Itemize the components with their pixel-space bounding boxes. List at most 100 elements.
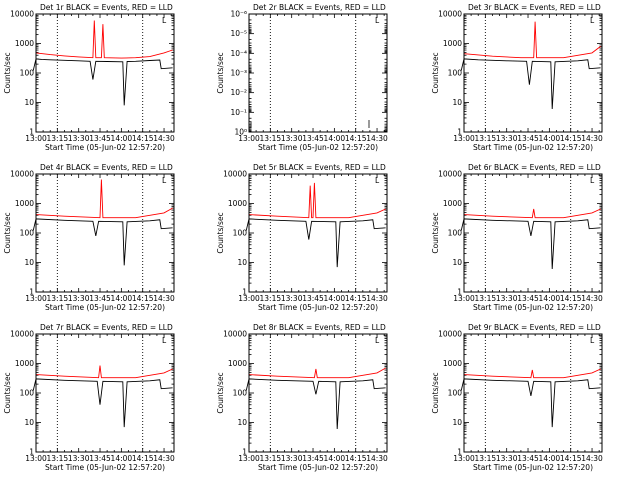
chart-title: Det 6r BLACK = Events, RED = LLD <box>468 163 601 172</box>
y-tick-label: 10⁰ <box>234 128 247 137</box>
x-tick-label: 13:00 <box>453 134 475 143</box>
x-axis-label: Start Time (05-Jun-02 12:57:20) <box>258 143 378 152</box>
x-tick-label: 13:30 <box>68 134 90 143</box>
y-tick-label: 100 <box>448 389 463 398</box>
x-tick-label: 14:30 <box>366 454 388 463</box>
y-tick-label: 10000 <box>438 330 462 339</box>
x-axis-label: Start Time (05-Jun-02 12:57:20) <box>258 463 378 472</box>
lld-series-line <box>248 367 386 379</box>
chart-title: Det 7r BLACK = Events, RED = LLD <box>40 323 173 332</box>
y-tick-label: 10⁻⁵ <box>230 29 247 38</box>
x-tick-label: 14:00 <box>324 294 346 303</box>
plot-frame <box>35 13 175 133</box>
x-tick-label: 13:15 <box>260 294 282 303</box>
x-tick-label: 14:30 <box>581 454 603 463</box>
y-tick-label: 10000 <box>223 170 247 179</box>
chart-panel-5: Det 5r BLACK = Events, RED = LLD Counts/s… <box>216 163 388 312</box>
x-tick-label: 13:00 <box>25 294 47 303</box>
x-tick-label: 14:15 <box>132 454 154 463</box>
legend-marker: L <box>375 16 380 25</box>
y-tick-label: 10 <box>452 258 462 267</box>
x-tick-label: 13:45 <box>89 134 111 143</box>
events-series-line <box>245 378 386 430</box>
y-tick-label: 10⁻³ <box>230 69 247 78</box>
y-tick-label: 10000 <box>438 10 462 19</box>
y-tick-label: 1 <box>457 288 462 297</box>
x-tick-label: 13:30 <box>496 294 518 303</box>
chart-title: Det 3r BLACK = Events, RED = LLD <box>468 3 601 12</box>
y-tick-label: 10000 <box>10 10 34 19</box>
x-tick-label: 14:30 <box>366 134 388 143</box>
x-tick-label: 13:45 <box>302 134 324 143</box>
x-tick-label: 14:00 <box>324 454 346 463</box>
y-tick-label: 1000 <box>443 199 462 208</box>
y-tick-label: 100 <box>20 229 35 238</box>
chart-title: Det 1r BLACK = Events, RED = LLD <box>40 3 173 12</box>
lld-series-line <box>463 368 601 379</box>
y-tick-label: 1 <box>29 128 34 137</box>
x-tick-label: 14:15 <box>560 134 582 143</box>
lld-series-line <box>463 21 601 59</box>
y-tick-label: 1000 <box>443 359 462 368</box>
x-tick-label: 14:15 <box>560 454 582 463</box>
x-axis-label: Start Time (05-Jun-02 12:57:20) <box>45 463 165 472</box>
events-series-line <box>460 218 601 270</box>
x-tick-label: 14:30 <box>153 454 175 463</box>
y-tick-label: 10000 <box>10 330 34 339</box>
x-tick-label: 14:00 <box>539 294 561 303</box>
x-tick-label: 13:45 <box>517 294 539 303</box>
lld-series-line <box>35 365 173 379</box>
y-tick-label: 10⁻⁶ <box>230 10 247 19</box>
legend-marker: L <box>590 336 595 345</box>
x-tick-label: 14:15 <box>132 134 154 143</box>
x-tick-label: 13:30 <box>68 454 90 463</box>
y-tick-label: 1 <box>457 448 462 457</box>
x-tick-label: 14:00 <box>111 294 133 303</box>
y-axis-label: Counts/sec <box>3 372 12 413</box>
y-tick-label: 1000 <box>15 39 34 48</box>
legend-marker: L <box>590 16 595 25</box>
chart-panel-8: Det 8r BLACK = Events, RED = LLD Counts/s… <box>216 323 388 472</box>
x-tick-label: 13:15 <box>47 454 69 463</box>
legend-marker: L <box>590 176 595 185</box>
x-tick-label: 14:30 <box>581 134 603 143</box>
chart-title: Det 9r BLACK = Events, RED = LLD <box>468 323 601 332</box>
chart-title: Det 5r BLACK = Events, RED = LLD <box>253 163 386 172</box>
x-tick-label: 13:45 <box>302 454 324 463</box>
x-tick-label: 14:15 <box>132 294 154 303</box>
y-tick-label: 100 <box>448 69 463 78</box>
x-tick-label: 13:30 <box>281 134 303 143</box>
x-tick-label: 14:15 <box>345 454 367 463</box>
legend-marker: L <box>162 16 167 25</box>
y-tick-label: 10 <box>237 258 247 267</box>
x-tick-label: 14:30 <box>366 294 388 303</box>
y-axis-label: Counts/sec <box>431 52 440 93</box>
x-tick-label: 13:00 <box>453 454 475 463</box>
x-tick-label: 14:00 <box>111 454 133 463</box>
y-tick-label: 1000 <box>15 199 34 208</box>
x-tick-label: 13:15 <box>475 134 497 143</box>
x-tick-label: 13:00 <box>238 134 260 143</box>
x-tick-label: 13:00 <box>238 294 260 303</box>
x-tick-label: 13:15 <box>47 134 69 143</box>
chart-panel-3: Det 3r BLACK = Events, RED = LLD Counts/s… <box>431 3 603 152</box>
y-tick-label: 1000 <box>443 39 462 48</box>
y-tick-label: 1 <box>242 448 247 457</box>
y-tick-label: 10 <box>452 418 462 427</box>
x-tick-label: 13:30 <box>281 294 303 303</box>
y-tick-label: 100 <box>233 229 248 238</box>
x-tick-label: 13:45 <box>89 454 111 463</box>
legend-marker: L <box>375 336 380 345</box>
x-tick-label: 14:15 <box>560 294 582 303</box>
events-series-line <box>460 58 601 110</box>
y-axis-label: Counts/sec <box>3 52 12 93</box>
plot-frame <box>35 333 175 453</box>
x-axis-label: Start Time (05-Jun-02 12:57:20) <box>473 463 593 472</box>
events-series-line <box>245 218 386 268</box>
chart-title: Det 4r BLACK = Events, RED = LLD <box>40 163 173 172</box>
y-axis-label: Counts/sec <box>3 212 12 253</box>
x-tick-label: 13:30 <box>68 294 90 303</box>
lld-series-line <box>35 20 173 59</box>
x-tick-label: 13:15 <box>260 454 282 463</box>
